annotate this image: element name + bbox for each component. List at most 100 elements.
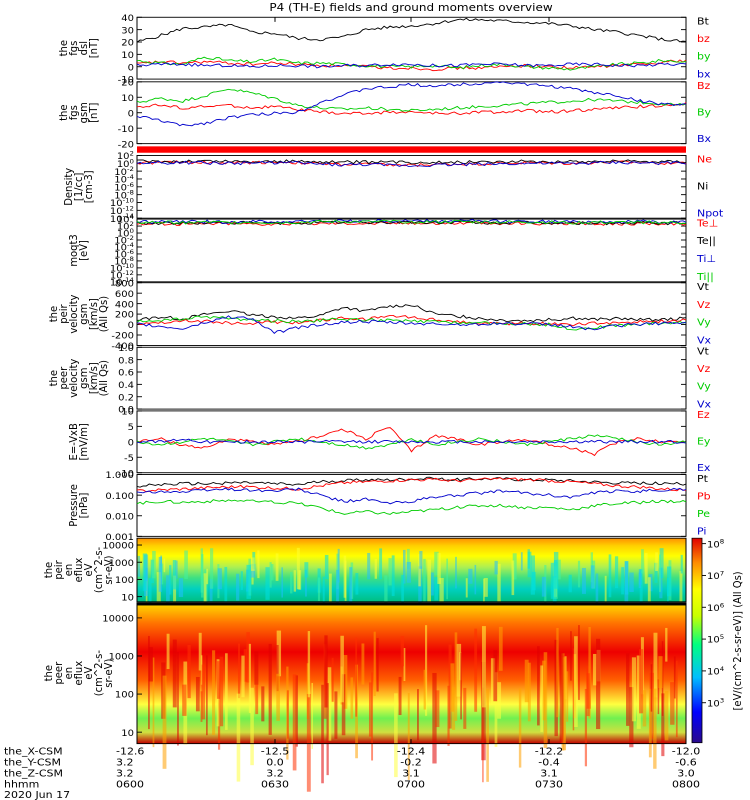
y-tick-label: 0 — [128, 63, 134, 73]
spectrogram-streak — [250, 687, 254, 766]
y-tick-label: 0.2 — [118, 393, 134, 403]
spectrogram-streak — [331, 657, 334, 702]
spectrogram-streak — [435, 690, 440, 728]
spectrogram-streak — [639, 649, 644, 714]
spectrogram-streak — [293, 570, 297, 592]
spectrogram-streak — [490, 658, 496, 705]
spectrogram-streak — [200, 691, 203, 722]
spectrogram-streak — [148, 647, 153, 682]
y-axis-label-line: peir — [58, 304, 71, 324]
ephemeris-row-value: -0.6 — [675, 757, 697, 768]
y-axis-label-line: eflux — [73, 558, 86, 583]
y-axis-label-line: [nT] — [88, 38, 101, 58]
spectrogram-streak — [647, 577, 651, 609]
ephemeris-row-value: -12.0 — [672, 746, 700, 757]
legend-temperature-te⊥: Te⊥ — [696, 218, 718, 229]
series-pressure-pb — [136, 477, 687, 493]
colorbar-tick-label: 105 — [707, 633, 724, 645]
spectrogram-streak — [434, 551, 439, 576]
panel-frame — [136, 218, 687, 283]
y-tick-label: 1.000 — [105, 471, 134, 481]
spectrogram-streak — [350, 677, 354, 719]
spectrogram-streak — [657, 679, 660, 715]
spectrogram-streak — [439, 577, 444, 618]
colorbar-tick-label: 107 — [707, 570, 724, 582]
spectrogram-streak — [406, 548, 410, 570]
spectrogram-streak — [540, 665, 544, 732]
y-axis-label-line: the — [43, 562, 56, 578]
spectrogram-streak — [427, 559, 431, 602]
spectrogram-streak — [371, 672, 374, 761]
spectrogram-streak — [661, 693, 665, 757]
spectrogram-streak — [324, 635, 328, 708]
spectrogram-streak — [163, 558, 166, 573]
y-axis-label-line: eV — [83, 666, 96, 680]
ephemeris-row-label: hhmm — [4, 779, 39, 790]
spectrogram-streak — [343, 555, 347, 598]
spectrogram-streak — [494, 560, 498, 575]
y-axis-label-line: peir — [53, 560, 66, 580]
spectrogram-streak — [384, 575, 388, 617]
spectrogram-streak — [265, 567, 270, 600]
y-tick-label: 0.8 — [118, 356, 134, 366]
panel-pressure: 1.000 0.100 0.010 0.001 — [105, 471, 687, 543]
spectrogram-streak — [474, 564, 477, 595]
spectrogram-streak — [566, 671, 569, 722]
ephemeris-row-value: -0.4 — [538, 757, 560, 768]
y-tick-label: 10 — [121, 50, 134, 60]
panel-frame — [136, 155, 687, 219]
spectrogram-streak — [187, 644, 191, 699]
spectrogram-streak — [182, 684, 187, 716]
y-axis-label-line: the — [48, 306, 61, 322]
y-tick-label: 0.010 — [105, 512, 134, 522]
spectrogram-streak — [322, 576, 325, 605]
spectrogram-streak — [423, 669, 426, 710]
spectrogram-streak — [498, 626, 503, 671]
spectrogram-streak — [659, 548, 664, 579]
legend-efield-ez: Ez — [697, 410, 710, 421]
spectrogram-streak — [337, 548, 340, 583]
y-axis-label-line: [nPa] — [78, 493, 91, 519]
spectrogram-streak — [240, 571, 243, 590]
spectrogram-streak — [641, 549, 644, 574]
legend-peir-velocity-vx: Vx — [697, 335, 711, 346]
y-axis-label-efield: E=-VxB[mV/m] — [68, 423, 91, 460]
spectrogram-streak — [568, 574, 572, 593]
y-axis-label-line: eflux — [73, 661, 86, 686]
spectrogram-streak — [626, 653, 630, 726]
panel-frame — [136, 81, 687, 145]
spectrogram-streak — [324, 554, 329, 579]
spectrogram-streak — [639, 569, 643, 603]
y-axis-label-line: sr-eV) — [103, 555, 116, 584]
panel-peer-velocity: 1.0 0.8 0.6 0.4 0.2 0.0 — [118, 343, 687, 416]
series-pressure-pi — [136, 487, 687, 505]
legend-pressure-pt: Pt — [697, 473, 708, 484]
y-axis-label-density: Density[1/cc][cm-3] — [63, 168, 96, 206]
series-fgs-gsm-by — [136, 88, 687, 112]
spectrogram-streak — [184, 550, 188, 579]
spectrogram-streak — [281, 567, 283, 598]
series-peir-velocity-vy — [136, 315, 687, 331]
spectrogram-streak — [286, 690, 289, 739]
spectrogram-streak — [570, 631, 572, 681]
spectrogram-streak — [554, 639, 558, 737]
spectrogram-streak — [391, 555, 395, 597]
spectrogram-streak — [653, 688, 657, 769]
y-axis-label-temperature: moqt3[eV] — [68, 234, 91, 266]
y-axis-label-line: (cm^2-s- — [93, 547, 106, 593]
spectrogram-streak — [275, 553, 279, 581]
spectrogram-streak — [145, 567, 148, 582]
legend-temperature-ti⊥: Ti⊥ — [696, 254, 716, 265]
spectrogram-streak — [334, 691, 338, 739]
spectrogram-streak — [511, 560, 515, 596]
spectrogram-streak — [512, 553, 517, 580]
spectrogram-streak — [642, 690, 647, 727]
y-axis-label-line: [km/s] — [88, 298, 101, 330]
spectrogram-streak — [581, 567, 586, 594]
spectrogram-streak — [388, 558, 392, 586]
spectrogram-streak — [559, 652, 564, 743]
spectrogram-streak — [673, 656, 676, 699]
series-peir-velocity-vz — [136, 315, 687, 327]
legend-efield-ey: Ey — [697, 436, 710, 447]
y-tick-label: 0.6 — [118, 368, 134, 378]
